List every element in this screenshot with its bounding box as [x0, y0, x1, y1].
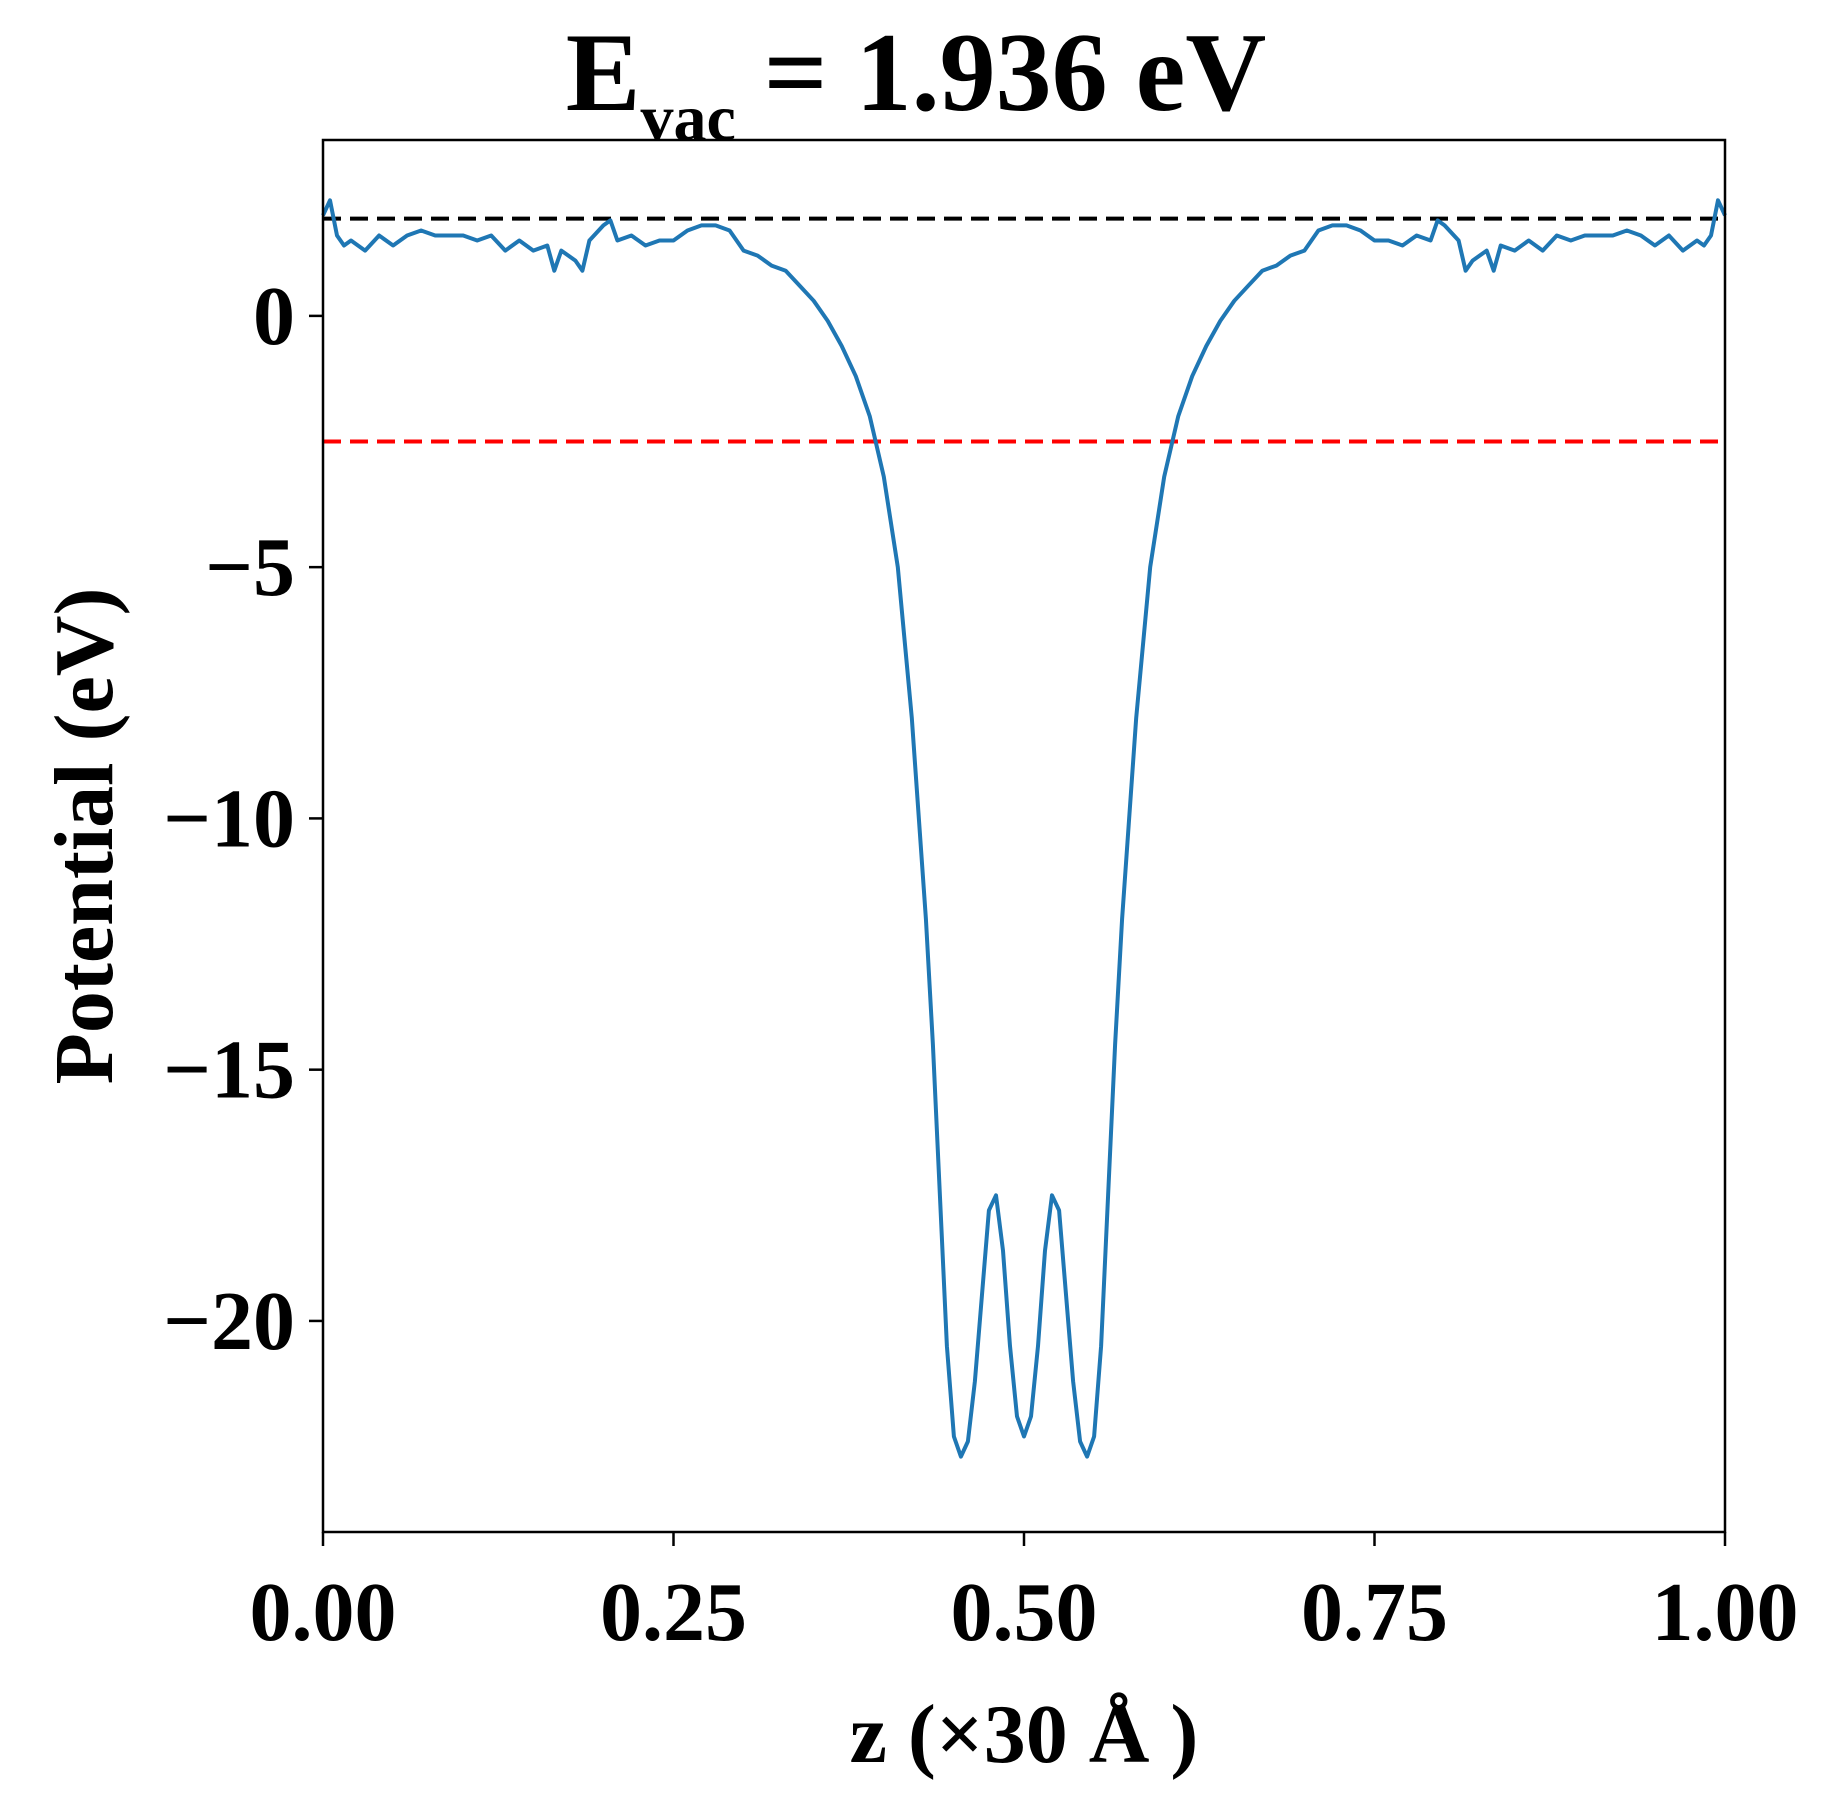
y-axis-ticks: 0 −5 −10 −15 −20 — [163, 270, 323, 1368]
y-tick-label: −10 — [163, 772, 295, 865]
potential-series-line — [321, 198, 1727, 1459]
series-group — [321, 198, 1727, 1459]
reference-lines — [323, 216, 1725, 444]
x-tick-label: 1.00 — [1652, 1566, 1799, 1659]
x-tick-label: 0.75 — [1301, 1566, 1448, 1659]
chart-title: Evac = 1.936 eV — [566, 11, 1266, 155]
title-base: E — [566, 11, 641, 135]
y-tick-label: −15 — [163, 1024, 295, 1117]
x-tick-label: 0.25 — [600, 1566, 747, 1659]
y-axis-label: Potential (eV) — [38, 588, 131, 1085]
y-tick-label: −5 — [205, 521, 295, 614]
plot-frame — [321, 138, 1727, 1534]
title-subscript: vac — [640, 82, 735, 155]
y-tick-label: 0 — [253, 270, 295, 363]
x-tick-label: 0.50 — [951, 1566, 1098, 1659]
y-tick-label: −20 — [163, 1275, 295, 1368]
x-tick-label: 0.00 — [250, 1566, 397, 1659]
x-axis-ticks: 0.00 0.25 0.50 0.75 1.00 — [250, 1532, 1799, 1659]
x-axis-label: z (×30 Å ) — [850, 1688, 1199, 1781]
title-rest: = 1.936 eV — [736, 11, 1266, 135]
